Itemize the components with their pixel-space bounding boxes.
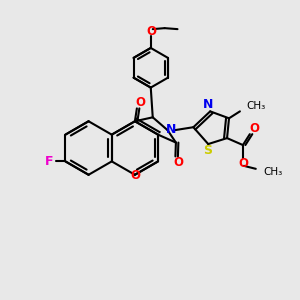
Text: O: O	[250, 122, 260, 135]
Text: N: N	[203, 98, 213, 111]
Text: S: S	[203, 143, 212, 157]
Text: N: N	[165, 123, 176, 136]
Text: CH₃: CH₃	[247, 101, 266, 111]
Text: O: O	[173, 156, 183, 169]
Text: O: O	[147, 25, 157, 38]
Text: F: F	[45, 155, 54, 168]
Text: CH₃: CH₃	[264, 167, 283, 177]
Text: O: O	[130, 169, 140, 182]
Text: O: O	[136, 96, 146, 109]
Text: O: O	[238, 158, 248, 170]
